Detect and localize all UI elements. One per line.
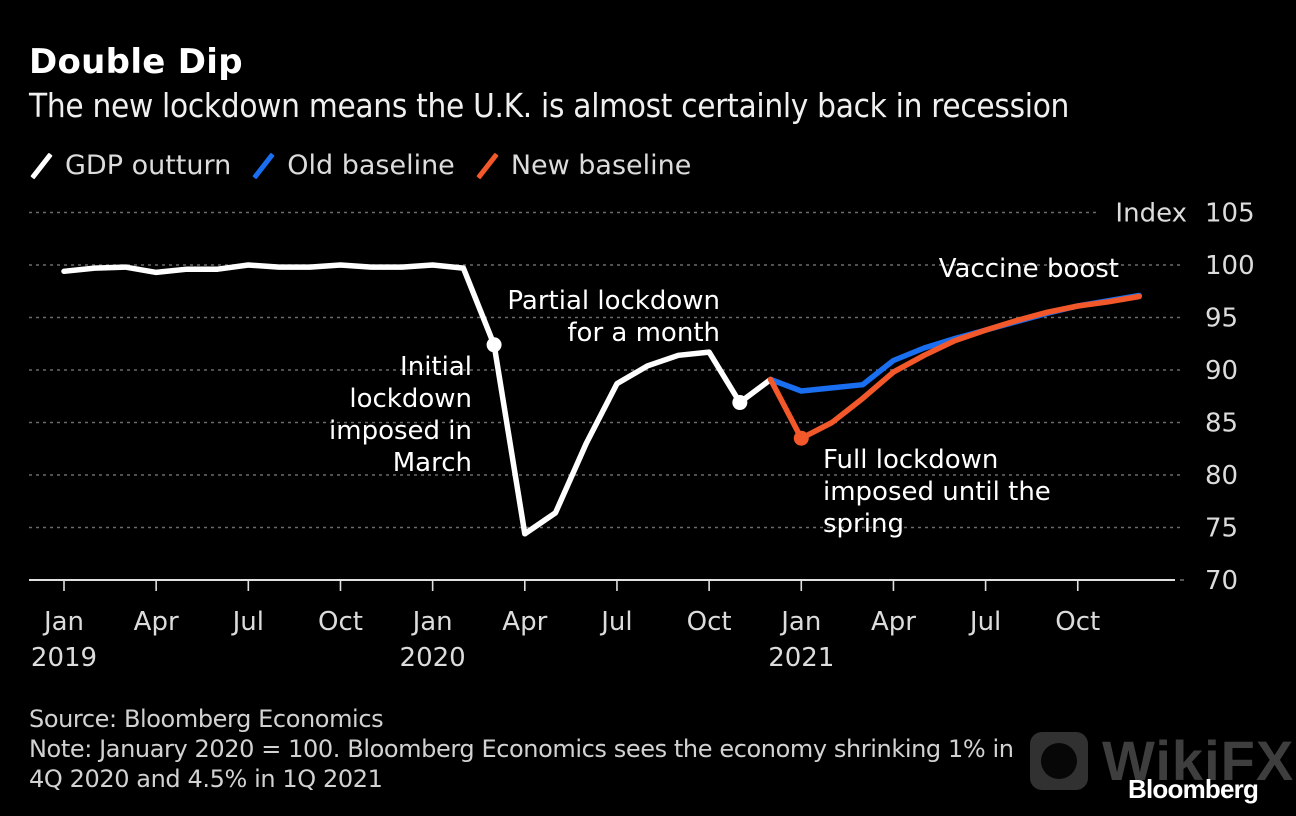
x-tick-year-label: 2021: [768, 643, 834, 673]
y-tick-label: 100: [1205, 251, 1255, 281]
series-line-gdp-outturn: [61, 262, 774, 537]
x-tick-label: Jul: [599, 607, 632, 637]
note-line-2: 4Q 2020 and 4.5% in 1Q 2021: [29, 765, 383, 793]
y-tick-label: 70: [1205, 566, 1238, 596]
gridlines: [29, 211, 1184, 581]
x-tick-label: Jul: [968, 607, 1001, 637]
chart-title: Double Dip: [29, 42, 243, 82]
annotation-text: spring: [823, 509, 904, 539]
line-chart: 70 75 80 85 90 95 100 105 Index Jan 2019 Apr Jul Oct J…: [29, 199, 1255, 673]
annotation-text: imposed until the: [823, 477, 1051, 507]
x-tick-year-label: 2019: [31, 643, 97, 673]
note-line-1: Note: January 2020 = 100. Bloomberg Econ…: [29, 735, 1014, 763]
legend-item-gdp-outturn: GDP outturn: [29, 150, 231, 181]
y-axis-title: Index: [1115, 199, 1187, 229]
annotation-text: lockdown: [349, 384, 472, 414]
legend-label: New baseline: [510, 150, 692, 181]
wikifx-watermark: WikiFX: [1030, 728, 1294, 793]
annotation: Vaccine boost: [939, 254, 1119, 284]
y-tick-label: 75: [1205, 514, 1238, 544]
legend: GDP outturn Old baseline New baseline: [29, 150, 711, 181]
marker-dot: [732, 395, 748, 411]
y-tick-label: 85: [1205, 409, 1238, 439]
x-tick-label: Oct: [687, 607, 732, 637]
annotation-text: Vaccine boost: [939, 254, 1119, 284]
y-tick-label: 80: [1205, 461, 1238, 491]
series-lines: [61, 262, 1142, 537]
x-tick-label: Jan: [42, 607, 84, 637]
annotation-text: Initial: [400, 352, 472, 382]
x-tick-label: Apr: [871, 607, 916, 637]
legend-label: Old baseline: [287, 150, 455, 181]
x-tick-label: Jan: [779, 607, 821, 637]
y-tick-label: 90: [1205, 356, 1238, 386]
x-tick-label: Oct: [1055, 607, 1100, 637]
legend-label: GDP outturn: [65, 150, 232, 181]
annotation-text: Full lockdown: [823, 445, 998, 475]
annotation-text: for a month: [567, 318, 720, 348]
bloomberg-logo: Bloomberg: [1128, 774, 1259, 804]
y-tick-label: 105: [1205, 199, 1255, 229]
marker-dot: [793, 430, 809, 446]
source-note: Source: Bloomberg Economics: [29, 705, 384, 733]
x-tick-label: Apr: [134, 607, 179, 637]
series-line-new-baseline: [767, 293, 1142, 442]
y-tick-label: 95: [1205, 304, 1238, 334]
legend-item-old-baseline: Old baseline: [251, 150, 455, 181]
annotation-text: Partial lockdown: [507, 286, 720, 316]
axes: 70 75 80 85 90 95 100 105 Index Jan 2019 Apr Jul Oct J…: [29, 199, 1255, 673]
annotation-text: imposed in: [329, 416, 472, 446]
x-tick-label: Apr: [502, 607, 547, 637]
x-tick-year-label: 2020: [400, 643, 466, 673]
x-tick-label: Jul: [231, 607, 264, 637]
x-tick-label: Jan: [411, 607, 453, 637]
wikifx-logo-icon: [1030, 731, 1088, 790]
watermark-text: WikiFX: [1102, 729, 1295, 792]
legend-item-new-baseline: New baseline: [475, 150, 692, 181]
x-tick-label: Oct: [318, 607, 363, 637]
chart-subtitle: The new lockdown means the U.K. is almos…: [29, 86, 1070, 125]
marker-dot: [486, 337, 502, 353]
footer: Source: Bloomberg Economics Note: Januar…: [29, 704, 1014, 794]
annotation-text: March: [393, 448, 472, 478]
